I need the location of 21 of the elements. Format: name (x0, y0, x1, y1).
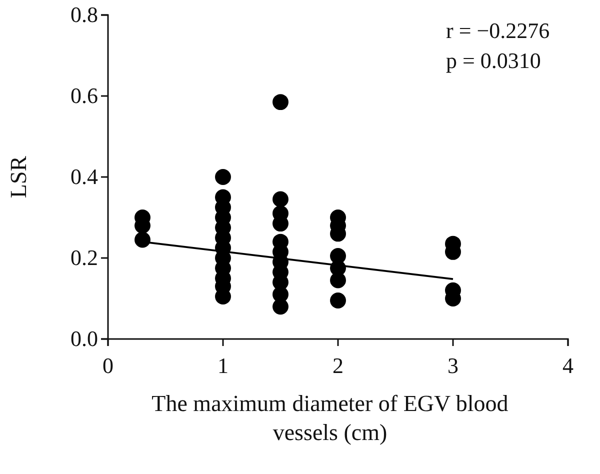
annotation: r = −0.2276 (446, 18, 550, 43)
x-axis-title: The maximum diameter of EGV blood vessels (cm) (152, 391, 509, 445)
y-tick-label: 0.8 (70, 2, 98, 28)
x-tick-label: 3 (448, 353, 458, 378)
point (272, 94, 288, 110)
y-axis-title: LSR (6, 155, 31, 198)
y-tick-label: 0.0 (70, 326, 98, 352)
annotation: p = 0.0310 (446, 48, 541, 73)
y-tick-label: 0.4 (70, 164, 98, 190)
point (215, 169, 231, 185)
x-tick-label: 2 (332, 353, 344, 378)
point (134, 232, 150, 248)
point (272, 191, 288, 208)
point (330, 292, 346, 308)
point (272, 298, 288, 315)
x-tick-label: 4 (562, 353, 574, 378)
point (330, 272, 346, 288)
x-tick-label: 0 (102, 353, 114, 378)
y-tick-label: 0.6 (70, 83, 98, 108)
y-tick-label: 0.2 (70, 245, 98, 270)
x-tick-label: 1 (218, 353, 228, 378)
